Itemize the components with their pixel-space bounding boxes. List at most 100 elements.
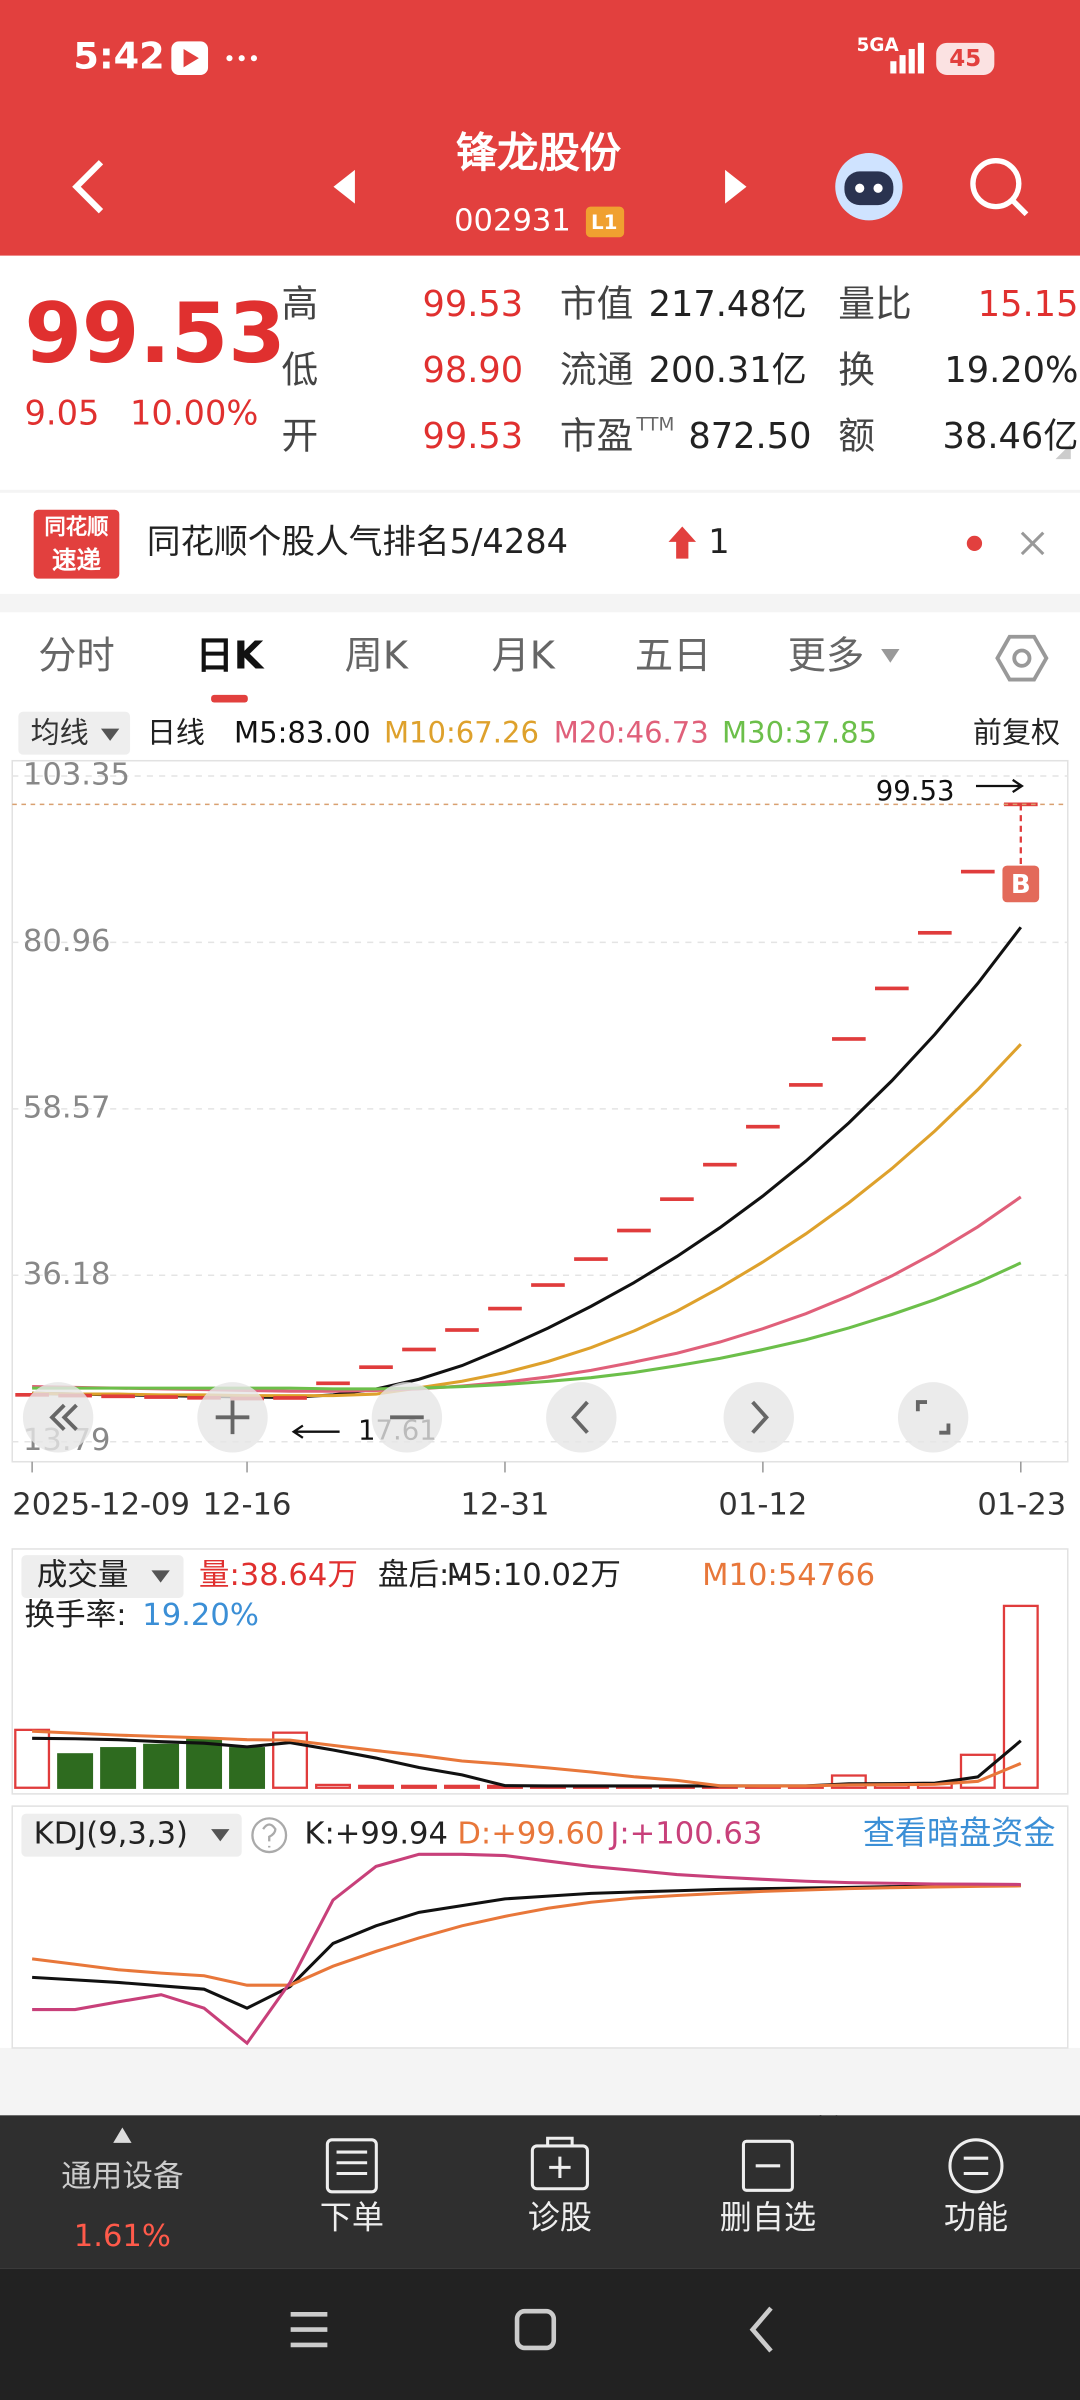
robot-eye [855, 183, 865, 193]
kdj-button[interactable] [21, 1813, 242, 1857]
menu-icon[interactable] [948, 2138, 1004, 2194]
unread-dot [966, 535, 983, 552]
banner-text[interactable]: 同花顺个股人气排名5/4284 [147, 522, 568, 561]
stock-code: 002931 [454, 203, 571, 238]
volume-bar [830, 1774, 867, 1789]
kdj-panel [11, 1805, 1069, 2049]
volume-bar [401, 1784, 437, 1789]
sector-caret [113, 2127, 132, 2143]
diagnose-plus [546, 2136, 574, 2179]
ma-button-text[interactable]: 均线 [31, 716, 89, 750]
prev-stock[interactable] [333, 169, 355, 204]
ma-line [32, 1852, 1021, 2046]
x-tick-label: 01-12 [718, 1488, 807, 1523]
candle [316, 1381, 350, 1386]
adjust-label[interactable]: 前复权 [973, 716, 1060, 750]
candle [703, 1162, 737, 1167]
remove-icon[interactable] [741, 2139, 794, 2192]
chart-button[interactable] [723, 1382, 794, 1453]
volume-bar [14, 1728, 51, 1789]
chart-button[interactable] [22, 1382, 94, 1453]
signal-text: B [1011, 870, 1031, 900]
ma-line [32, 1043, 1022, 1398]
volume-button[interactable] [21, 1555, 184, 1598]
sector-name[interactable]: 通用设备 [61, 2160, 183, 2195]
period-tab[interactable]: 周K [345, 634, 409, 679]
period-label: 日线 [147, 716, 205, 750]
period-tab[interactable]: 日K [196, 634, 265, 679]
more-caret [881, 648, 900, 663]
diagnose-icon[interactable] [530, 2144, 589, 2191]
close-icon[interactable] [1020, 531, 1045, 556]
candle [789, 1083, 823, 1087]
period-tab[interactable]: 更多 [788, 634, 864, 679]
search-handle [1010, 198, 1029, 217]
nav-home[interactable] [514, 2308, 557, 2351]
volume-bar [1002, 1604, 1039, 1789]
candle [359, 1365, 393, 1370]
menu-lines [963, 2156, 989, 2175]
back-icon[interactable] [72, 160, 104, 214]
volume-title[interactable]: 成交量 [37, 1558, 129, 1593]
period-tab[interactable]: 月K [492, 634, 556, 679]
candle [101, 1394, 135, 1399]
stat-value: 98.90 [422, 350, 523, 391]
next-stock[interactable] [725, 169, 747, 204]
stat-value: 15.15 [978, 284, 1079, 325]
ma-line [32, 1736, 1022, 1788]
candle [746, 1124, 780, 1129]
action-label[interactable]: 诊股 [528, 2198, 592, 2236]
help-mark [262, 1823, 277, 1848]
stat-label: 流通 [560, 348, 633, 391]
stat-label: 额 [838, 414, 875, 457]
x-tick-label: 12-31 [461, 1488, 550, 1523]
action-label[interactable]: 删自选 [720, 2198, 816, 2236]
turnover-label: 换手率: [24, 1598, 126, 1633]
rank-change: 1 [708, 522, 729, 561]
legend-entry: D:+99.60 [457, 1817, 604, 1852]
banner[interactable] [0, 492, 1080, 594]
logo-bottom: 速递 [52, 546, 101, 575]
legend-entry: M10:54766 [702, 1558, 875, 1593]
nav-menu[interactable] [290, 2311, 328, 2348]
y-tick-label: 58.57 [23, 1090, 111, 1125]
order-icon[interactable] [325, 2138, 378, 2194]
candle [960, 869, 995, 874]
nav-back[interactable] [749, 2306, 773, 2353]
signal-bar [899, 55, 906, 74]
tab-underline [211, 694, 248, 703]
candle [574, 1257, 608, 1261]
chart-button-icon [215, 1400, 250, 1435]
dot [238, 55, 245, 62]
action-label[interactable]: 下单 [320, 2198, 384, 2236]
chart-button[interactable] [897, 1382, 969, 1453]
chart-button-icon [915, 1400, 951, 1435]
period-tab[interactable]: 分时 [38, 634, 114, 679]
kdj-title[interactable]: KDJ(9,3,3) [34, 1817, 188, 1852]
stat-value: 99.53 [422, 416, 523, 457]
action-label[interactable]: 功能 [944, 2198, 1008, 2236]
volume-bar [100, 1747, 137, 1789]
dot [250, 55, 257, 62]
stat-value: 217.48亿 [649, 284, 807, 325]
stat-label: 开 [281, 414, 318, 457]
chart-button[interactable] [546, 1382, 617, 1453]
candle [875, 986, 909, 991]
volume-bar [57, 1753, 94, 1789]
kdj-caret [211, 1829, 230, 1842]
candle [445, 1328, 479, 1332]
volume-bar [444, 1784, 480, 1789]
volume-bar [959, 1753, 996, 1789]
dark-pool-link[interactable]: 查看暗盘资金 [863, 1814, 1056, 1852]
stat-value: 872.50 [688, 416, 811, 457]
volume-bar [272, 1731, 309, 1789]
ma-line [32, 1883, 1021, 2010]
signal-box [1002, 865, 1040, 903]
period-tab[interactable]: 五日 [635, 634, 711, 679]
settings-icon[interactable] [995, 634, 1049, 682]
help-icon[interactable] [251, 1817, 288, 1854]
ma-button[interactable] [18, 711, 131, 755]
search-icon[interactable] [970, 158, 1022, 210]
signal-bar [917, 42, 924, 74]
